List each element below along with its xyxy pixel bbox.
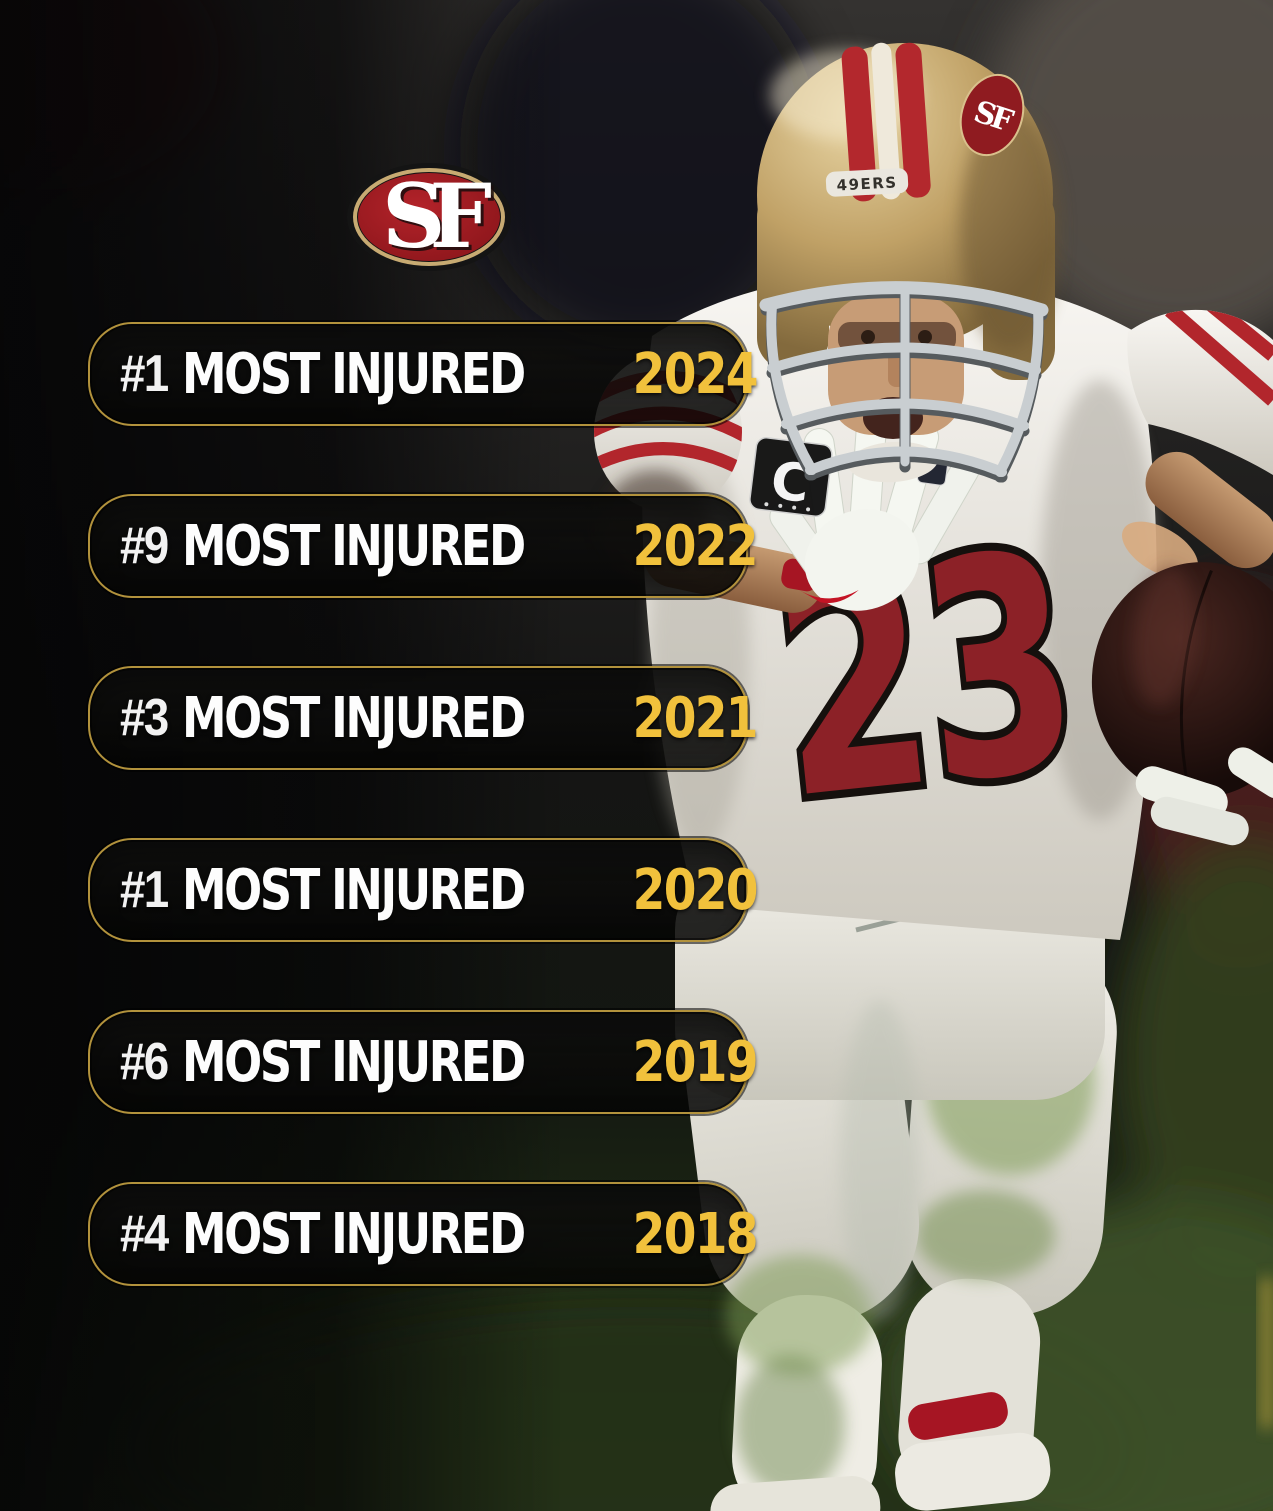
sideline-pylon [1262,1278,1272,1428]
rank-number: #3 [120,689,169,747]
rank-number: #4 [120,1205,169,1263]
rank-year: 2020 [632,857,759,923]
rank-year: 2024 [632,341,759,407]
cleat [895,1432,1051,1511]
rank-number: #9 [120,517,169,575]
helmet-bumper: 49ERS [825,168,909,197]
rank-label: MOST INJURED [181,513,526,579]
rank-year: 2021 [632,685,759,751]
helmet-sf-decal: SF [959,73,1025,157]
ranking-badge-2020: #1 MOST INJURED 2020 [88,838,759,942]
ranking-badge-2022: #9 MOST INJURED 2022 [88,494,759,598]
facemask [759,281,1049,483]
rank-label: MOST INJURED [181,341,526,407]
hand-under-ball [1135,747,1273,846]
rank-label: MOST INJURED [181,1201,526,1267]
rank-label: MOST INJURED [181,857,526,923]
captain-patch: C [749,437,833,517]
rank-year: 2022 [632,513,759,579]
helmet-bumper-text: 49ERS [836,173,898,194]
logo-gold-ring [353,168,505,266]
rank-number: #1 [120,345,169,403]
left-shoulder [1127,309,1273,475]
logo-letters: SF [382,164,492,268]
football [1091,562,1273,798]
left-forearm [1145,451,1273,569]
rank-number: #1 [120,861,169,919]
rank-year: 2019 [632,1029,759,1095]
ranking-badge-2019: #6 MOST INJURED 2019 [88,1010,759,1114]
helmet: SF 49ERS [757,42,1060,483]
rank-year: 2018 [632,1201,759,1267]
rankings-list: #1 MOST INJURED 2024 #9 MOST INJURED 202… [88,322,759,1286]
ranking-badge-2018: #4 MOST INJURED 2018 [88,1182,759,1286]
nike-swoosh-icon [799,589,859,603]
red-knee-band [908,1392,1008,1440]
helmet-stripes [841,42,931,202]
ranking-badge-2021: #3 MOST INJURED 2021 [88,666,759,770]
rank-label: MOST INJURED [181,685,526,751]
ranking-badge-2024: #1 MOST INJURED 2024 [88,322,759,426]
rank-label: MOST INJURED [181,1029,526,1095]
logo-red-oval [358,173,500,261]
rank-number: #6 [120,1033,169,1091]
team-logo-sf: SF SF [347,163,511,271]
cleat [710,1476,881,1511]
grass-stain [725,1255,875,1375]
